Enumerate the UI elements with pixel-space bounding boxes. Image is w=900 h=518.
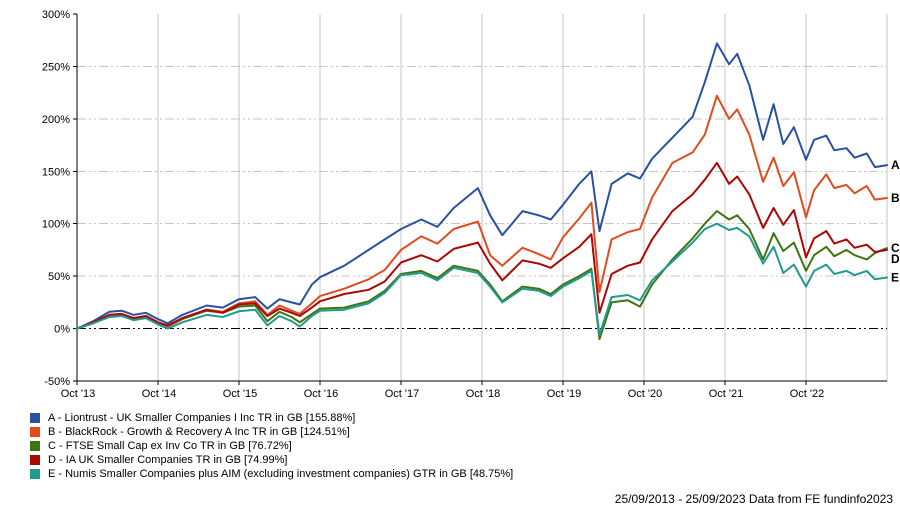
legend-item: B - BlackRock - Growth & Recovery A Inc …: [30, 425, 513, 439]
y-axis-tick-label: 100%: [42, 219, 70, 231]
series-line-A: [76, 42, 888, 330]
legend-label: D - IA UK Smaller Companies TR in GB [74…: [48, 454, 288, 466]
x-axis-tick-label: Oct '20: [628, 388, 663, 400]
y-axis-tick-label: 150%: [42, 166, 70, 178]
y-axis-tick-label: 250%: [42, 61, 70, 73]
x-axis-tick-label: Oct '22: [790, 388, 825, 400]
legend-item: A - Liontrust - UK Smaller Companies I I…: [30, 411, 513, 425]
x-axis-tick-label: Oct '17: [385, 388, 420, 400]
x-axis-tick-label: Oct '14: [142, 388, 177, 400]
chart-footnote: 25/09/2013 - 25/09/2023 Data from FE fun…: [614, 492, 893, 506]
legend-item: C - FTSE Small Cap ex Inv Co TR in GB [7…: [30, 439, 513, 453]
x-axis-tick-label: Oct '16: [304, 388, 339, 400]
legend-swatch: [30, 469, 40, 479]
series-end-label-C: C: [891, 241, 900, 255]
legend-label: A - Liontrust - UK Smaller Companies I I…: [48, 412, 356, 424]
chart-legend: A - Liontrust - UK Smaller Companies I I…: [30, 411, 513, 481]
legend-swatch: [30, 427, 40, 437]
legend-label: B - BlackRock - Growth & Recovery A Inc …: [48, 426, 350, 438]
y-axis-tick-label: 0%: [54, 324, 70, 336]
y-axis-tick-label: 300%: [42, 9, 70, 21]
series-end-label-E: E: [891, 270, 899, 284]
x-axis-tick-label: Oct '15: [223, 388, 258, 400]
y-axis-tick-label: 50%: [48, 271, 70, 283]
legend-swatch: [30, 441, 40, 451]
legend-label: C - FTSE Small Cap ex Inv Co TR in GB [7…: [48, 440, 292, 452]
legend-item: E - Numis Smaller Companies plus AIM (ex…: [30, 467, 513, 481]
series-end-label-D: D: [891, 252, 900, 266]
y-axis-tick-label: -50%: [44, 376, 70, 388]
legend-swatch: [30, 455, 40, 465]
x-axis-tick-label: Oct '13: [61, 388, 96, 400]
x-axis-tick-label: Oct '18: [466, 388, 501, 400]
legend-item: D - IA UK Smaller Companies TR in GB [74…: [30, 453, 513, 467]
legend-label: E - Numis Smaller Companies plus AIM (ex…: [48, 468, 514, 480]
series-end-label-A: A: [891, 158, 900, 172]
legend-swatch: [30, 413, 40, 423]
y-axis-tick-label: 200%: [42, 114, 70, 126]
x-axis-tick-label: Oct '21: [709, 388, 744, 400]
series-line-E: [76, 222, 888, 336]
x-axis-tick-label: Oct '19: [547, 388, 582, 400]
series-end-label-B: B: [891, 191, 900, 205]
series-line-D: [76, 161, 888, 330]
